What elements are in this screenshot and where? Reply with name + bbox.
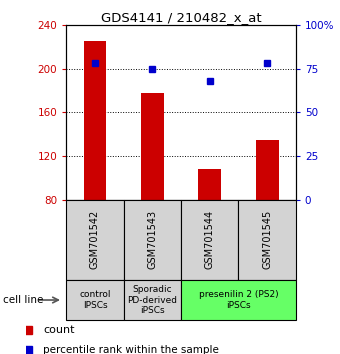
Text: GSM701544: GSM701544 <box>205 210 215 269</box>
Text: count: count <box>43 325 74 335</box>
Bar <box>66 280 124 320</box>
Bar <box>124 280 181 320</box>
Bar <box>141 93 164 200</box>
Bar <box>66 200 124 280</box>
Title: GDS4141 / 210482_x_at: GDS4141 / 210482_x_at <box>101 11 261 24</box>
Text: presenilin 2 (PS2)
iPSCs: presenilin 2 (PS2) iPSCs <box>199 290 278 310</box>
Text: Sporadic
PD-derived
iPSCs: Sporadic PD-derived iPSCs <box>128 285 177 315</box>
Bar <box>181 200 238 280</box>
Bar <box>84 41 106 200</box>
Text: percentile rank within the sample: percentile rank within the sample <box>43 345 219 354</box>
Bar <box>256 140 278 200</box>
Bar <box>238 200 296 280</box>
Text: GSM701543: GSM701543 <box>147 210 157 269</box>
Text: GSM701545: GSM701545 <box>262 210 272 269</box>
Text: control
IPSCs: control IPSCs <box>79 290 111 310</box>
Bar <box>181 280 296 320</box>
Text: cell line: cell line <box>3 295 44 305</box>
Bar <box>124 200 181 280</box>
Text: GSM701542: GSM701542 <box>90 210 100 269</box>
Bar <box>198 169 221 200</box>
